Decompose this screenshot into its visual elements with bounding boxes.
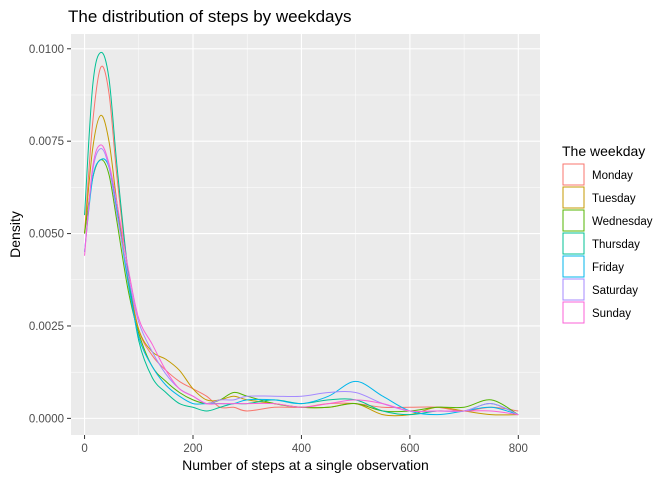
legend-key <box>563 302 584 323</box>
x-axis-title: Number of steps at a single observation <box>182 457 429 473</box>
legend-item-saturday: Saturday <box>563 279 638 300</box>
y-tick-label: 0.0050 <box>29 229 64 241</box>
legend-label: Tuesday <box>592 193 636 205</box>
legend-label: Thursday <box>592 239 640 251</box>
legend-label: Wednesday <box>592 216 653 228</box>
legend-label: Monday <box>592 170 633 182</box>
chart-title: The distribution of steps by weekdays <box>68 7 351 26</box>
x-tick-label: 800 <box>509 443 528 455</box>
legend-item-tuesday: Tuesday <box>563 187 636 208</box>
legend-item-thursday: Thursday <box>563 233 640 254</box>
legend-label: Saturday <box>592 285 638 297</box>
y-tick-label: 0.0000 <box>29 413 64 425</box>
legend-label: Sunday <box>592 308 631 320</box>
x-tick-label: 200 <box>183 443 202 455</box>
legend-key <box>563 164 584 185</box>
legend-item-friday: Friday <box>563 256 624 277</box>
plot-panel <box>71 34 540 435</box>
legend-item-wednesday: Wednesday <box>563 210 653 231</box>
legend-label: Friday <box>592 262 624 274</box>
legend-item-monday: Monday <box>563 164 633 185</box>
x-tick-label: 400 <box>292 443 311 455</box>
legend-key <box>563 256 584 277</box>
y-axis-title: Density <box>7 211 23 258</box>
legend-key <box>563 187 584 208</box>
legend-key <box>563 279 584 300</box>
legend-key <box>563 233 584 254</box>
y-tick-label: 0.0025 <box>29 321 64 333</box>
legend-key <box>563 210 584 231</box>
x-tick-label: 0 <box>81 443 87 455</box>
y-tick-label: 0.0100 <box>29 44 64 56</box>
legend-title: The weekday <box>562 143 645 159</box>
legend: The weekday Monday Tuesday Wednesday Thursd… <box>562 143 653 323</box>
y-tick-label: 0.0075 <box>29 136 64 148</box>
x-tick-label: 600 <box>400 443 419 455</box>
legend-item-sunday: Sunday <box>563 302 631 323</box>
